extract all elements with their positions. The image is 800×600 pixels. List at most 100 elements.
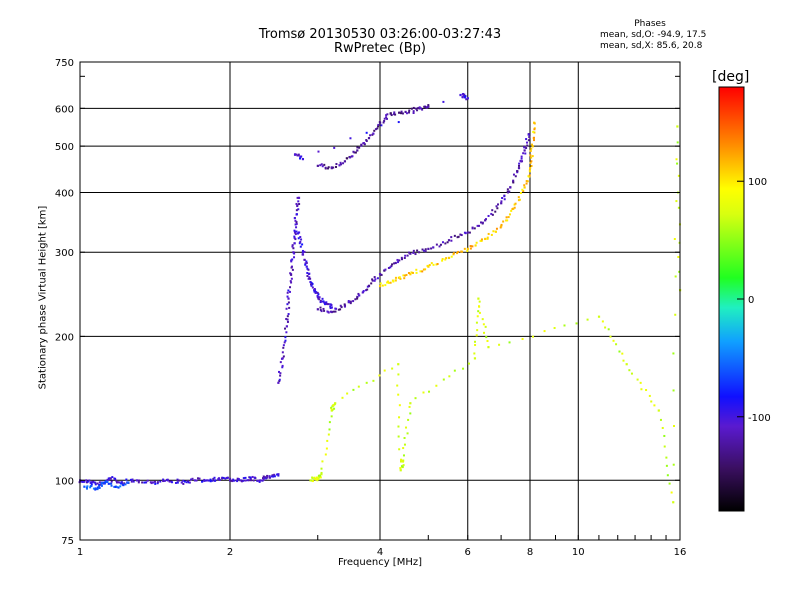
echo-point [311,282,314,285]
echo-point [390,265,393,268]
echo-point [86,480,89,483]
echo-point [168,480,171,483]
echo-point [322,300,325,303]
echo-point [427,104,430,107]
echo-point [118,481,121,484]
y-tick-label: 500 [55,142,74,153]
echo-point [377,125,380,128]
echo-point [427,247,430,250]
echo-point [366,285,369,288]
echo-point [303,250,306,253]
y-tick-label: 750 [55,58,74,69]
echo-point [473,227,476,230]
echo-point [292,251,295,254]
echo-point [319,309,322,312]
echo-point [490,212,493,215]
echo-point [327,433,330,436]
echo-point [318,298,321,301]
echo-point [263,477,266,480]
echo-point [329,310,332,313]
echo-point [330,406,333,409]
echo-point [320,300,323,303]
echo-point [273,473,276,476]
echo-point [500,200,503,203]
echo-point [290,277,293,280]
echo-point [563,324,566,327]
echo-point [410,107,413,110]
x-tick-label: 8 [527,547,533,558]
echo-point [501,197,504,200]
echo-point [397,435,400,438]
echo-point [284,336,287,339]
echo-point [673,425,676,428]
echo-point [531,145,534,148]
echo-point [217,478,220,481]
echo-point [452,252,455,255]
echo-point [400,256,403,259]
phase-legend-title: Phases [634,19,666,29]
echo-point [530,147,533,150]
y-tick-label: 75 [61,536,74,547]
echo-point [114,485,117,488]
echo-point [457,250,460,253]
echo-point [394,261,397,265]
echo-point [343,160,347,163]
echo-point [328,421,331,424]
echo-point [330,408,333,411]
echo-point [383,369,386,372]
echo-point [418,107,421,110]
echo-point [447,239,451,242]
echo-point [475,334,478,337]
echo-point [290,259,293,262]
echo-point [601,320,604,323]
echo-point [402,274,405,277]
echo-point [341,396,344,399]
echo-point [435,384,438,387]
echo-point [295,153,298,156]
echo-point [273,475,276,478]
echo-point [120,482,123,485]
echo-point [486,236,489,239]
echo-point [272,475,275,478]
echo-point [670,491,673,494]
echo-point [335,163,338,166]
x-tick-label: 4 [377,547,383,558]
echo-point [657,409,660,412]
echo-point [411,271,414,274]
echo-point [447,256,451,260]
trace-upper-trace [293,92,469,161]
echo-point [523,146,526,149]
echo-point [85,486,88,489]
echo-point [240,480,243,483]
echo-point [415,268,418,271]
echo-point [360,144,363,147]
echo-point [533,131,536,134]
echo-point [185,481,188,484]
echo-point [358,294,361,297]
echo-point [464,232,467,235]
echo-point [333,403,336,406]
echo-point [371,278,374,281]
echo-point [237,478,240,481]
echo-point [327,166,330,169]
echo-point [399,467,402,470]
echo-point [137,481,140,484]
echo-point [372,132,375,135]
echo-point [246,479,249,482]
echo-point [287,297,290,300]
echo-point [607,328,610,331]
echo-point [405,273,408,276]
echo-point [351,155,354,158]
echo-point [309,277,312,280]
echo-point [389,112,392,115]
echo-point [397,373,400,376]
echo-point [500,223,503,226]
echo-point [268,475,271,478]
echo-point [295,213,298,216]
echo-point [356,149,359,152]
echo-point [266,476,269,479]
echo-point [268,476,271,479]
echo-point [400,458,403,461]
echo-point [333,146,336,149]
